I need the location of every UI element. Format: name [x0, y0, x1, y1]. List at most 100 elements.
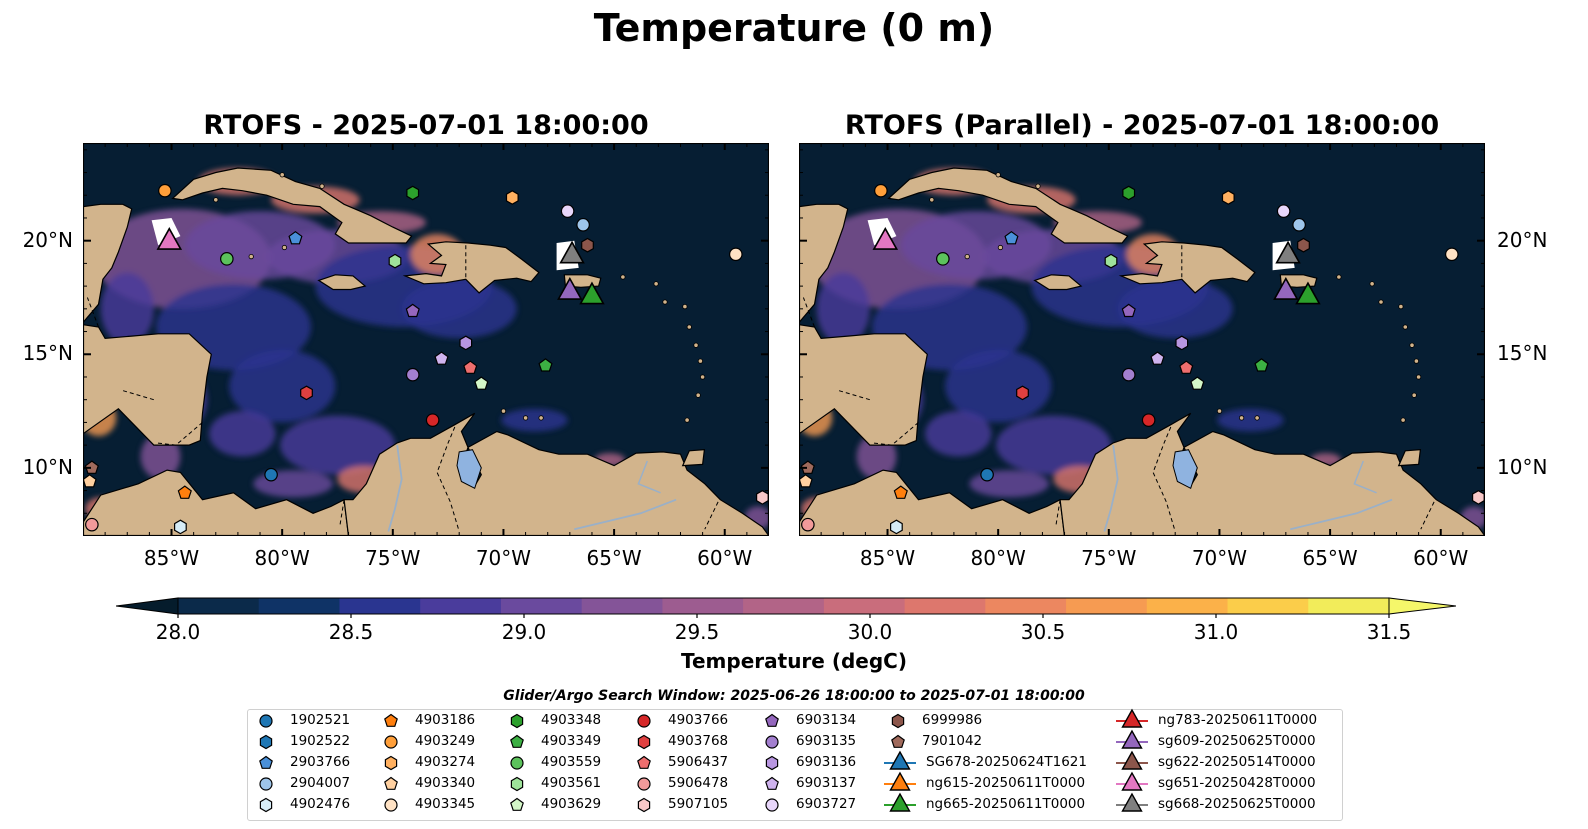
argo-marker-2904007 [576, 217, 590, 232]
legend-entry-ng615-20250611T0000: ng615-20250611T0000 [882, 771, 1106, 794]
legend-marker [765, 735, 779, 749]
legend-entry-sg609-20250625T0000: sg609-20250625T0000 [1114, 729, 1338, 752]
lon-tick-label: 75°W [1081, 546, 1137, 570]
legend-label: 6903727 [796, 796, 857, 812]
legend-entry-4902476: 4902476 [256, 795, 376, 815]
small-island [682, 304, 688, 310]
lat-tick-label: 20°N [22, 227, 73, 252]
glider-marker-sg668-20250625T0000 [559, 240, 585, 264]
small-island [686, 324, 692, 330]
colorbar-tick-label: 28.5 [328, 620, 374, 644]
legend-symbol [637, 714, 651, 728]
small-island [1409, 342, 1415, 348]
argo-marker-5907105 [755, 490, 769, 505]
legend-marker [884, 750, 916, 770]
legend-entry-1902522: 1902522 [256, 732, 376, 752]
legend-marker [765, 713, 779, 727]
small-island [213, 197, 219, 203]
legend-symbol [889, 771, 911, 791]
legend-entry-1902521: 1902521 [256, 711, 376, 731]
legend-marker [384, 798, 398, 812]
legend-label: 5907105 [668, 796, 729, 812]
legend-entry-sg651-20250428T0000: sg651-20250428T0000 [1114, 771, 1338, 794]
legend-entry-6903136: 6903136 [762, 753, 882, 773]
small-island [620, 274, 626, 280]
small-island [1238, 415, 1245, 421]
lat-tick-label: 20°N [1497, 227, 1548, 252]
legend-marker [1116, 750, 1148, 770]
small-island [538, 415, 544, 421]
legend-marker [510, 776, 524, 792]
colorbar-segment [1146, 598, 1229, 614]
legend-entry-4903345: 4903345 [381, 795, 501, 815]
legend-entry-sg622-20250514T0000: sg622-20250514T0000 [1114, 750, 1338, 773]
legend-symbol [765, 713, 779, 727]
legend-symbol [1121, 729, 1143, 749]
legend-symbol [765, 755, 779, 771]
small-island [1378, 299, 1384, 305]
lon-tick-label: 85°W [859, 546, 916, 570]
temperature-colorbar [116, 597, 1456, 618]
argo-marker-4903348 [406, 185, 420, 201]
left-panel-title: RTOFS - 2025-07-01 18:00:00 [203, 110, 649, 141]
colorbar-tick-label: 31.0 [1193, 620, 1239, 644]
legend-symbol [889, 750, 911, 770]
argo-marker-6903136 [459, 335, 473, 351]
map-frame [83, 143, 769, 536]
colorbar-segment [662, 598, 744, 614]
right-panel-title: RTOFS (Parallel) - 2025-07-01 18:00:00 [844, 110, 1440, 141]
colorbar-tick-label: 28.0 [155, 620, 201, 644]
argo-marker-4902476 [173, 519, 187, 535]
small-island [1415, 374, 1422, 380]
argo-marker-4903766 [425, 413, 440, 427]
colorbar-segment [823, 598, 906, 614]
argo-marker-4903561 [1104, 253, 1118, 269]
legend-marker [384, 776, 398, 790]
argo-marker-2903766 [1004, 230, 1019, 245]
colorbar-segment [178, 598, 260, 614]
small-island [699, 374, 706, 380]
argo-marker-4903349 [1254, 358, 1269, 372]
trinidad-land [681, 449, 706, 467]
lon-tick-label: 85°W [143, 546, 200, 570]
legend-entry-ng783-20250611T0000: ng783-20250611T0000 [1114, 708, 1338, 731]
legend-marker [384, 713, 398, 727]
small-island [929, 197, 935, 203]
argo-marker-4903340 [83, 474, 97, 488]
legend-entry-4903349: 4903349 [507, 732, 627, 752]
legend-entry-4903561: 4903561 [507, 774, 627, 794]
glider-marker-sg609-20250625T0000 [557, 277, 583, 300]
legend-label: 5906437 [668, 754, 729, 770]
colorbar-tick-label: 31.5 [1366, 620, 1412, 644]
jamaica-land [317, 274, 367, 291]
small-island [964, 254, 970, 260]
country-border [838, 390, 870, 401]
legend-label: 1902521 [290, 712, 351, 728]
argo-marker-4903345 [729, 247, 743, 262]
legend-entry-6903137: 6903137 [762, 774, 882, 794]
glider-marker-ng665-20250611T0000 [1295, 281, 1321, 305]
legend-label: 4903561 [541, 775, 602, 791]
country-border [1055, 499, 1061, 527]
legend-symbol [259, 734, 273, 750]
lat-tick-label: 10°N [22, 454, 73, 479]
small-island [248, 254, 254, 260]
cuba-land [887, 167, 1129, 244]
colorbar-segment [904, 598, 986, 614]
hispaniola-land [402, 241, 540, 294]
legend-marker [637, 755, 651, 769]
lake-maracaibo [1172, 449, 1198, 490]
argo-marker-4903186 [893, 485, 908, 499]
colorbar-tick-label: 29.0 [501, 620, 547, 644]
country-border [1152, 426, 1176, 532]
legend-entry-4903348: 4903348 [507, 711, 627, 731]
small-island [684, 417, 690, 423]
colorbar-under-extension [116, 597, 179, 615]
cuba-land [171, 167, 413, 244]
legend-marker [510, 713, 524, 729]
colorbar-segment [743, 598, 825, 614]
lon-tick-label: 80°W [970, 546, 1026, 570]
legend-symbol [1121, 750, 1143, 770]
legend-label: 6903134 [796, 712, 857, 728]
legend-symbol [510, 797, 524, 811]
